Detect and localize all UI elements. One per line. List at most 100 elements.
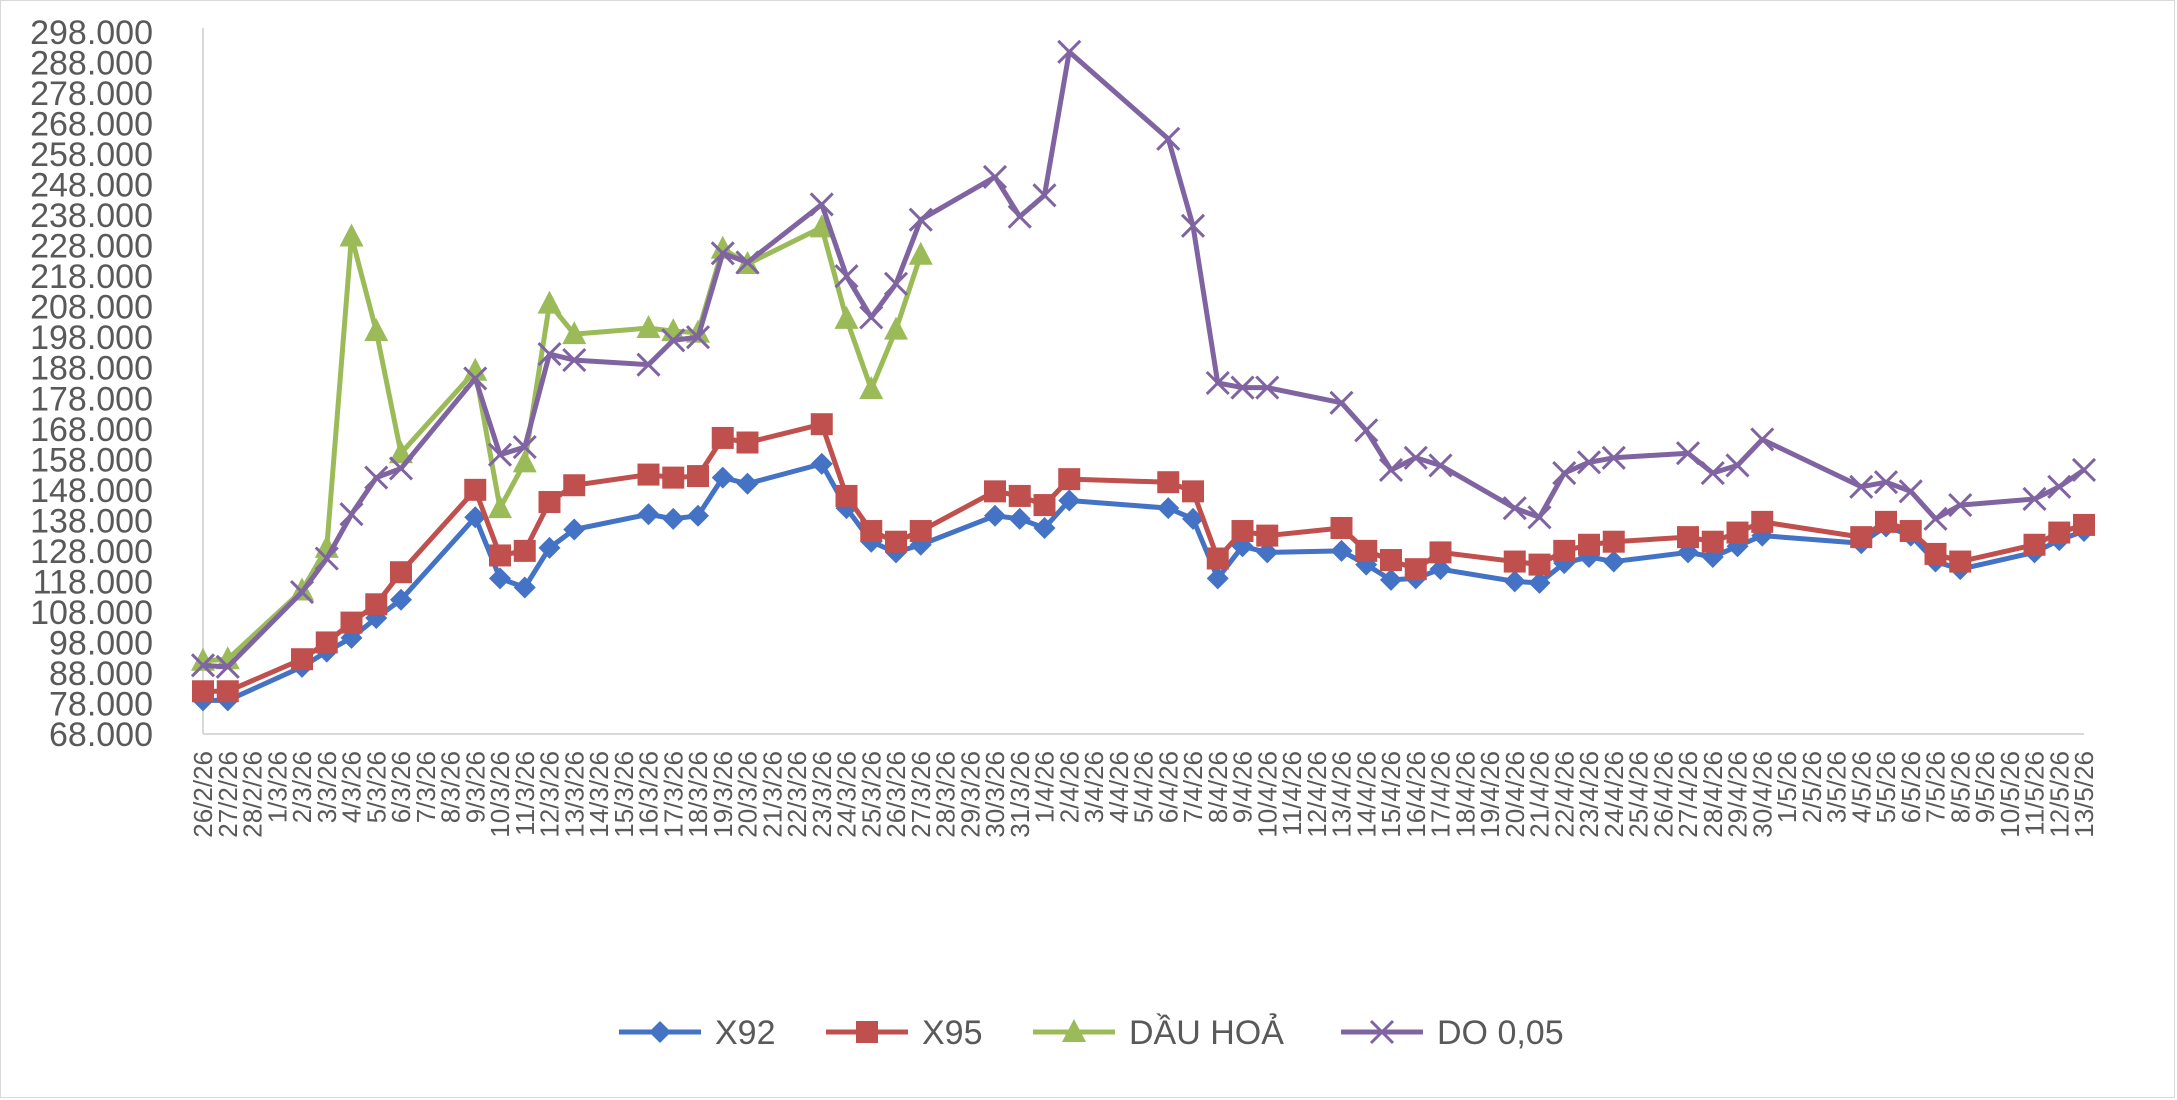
data-point — [1008, 507, 1031, 530]
y-tick-label: 248.000 — [30, 167, 153, 205]
legend-item: X95 — [826, 1014, 983, 1052]
data-point — [1378, 457, 1404, 483]
x-tick-label: 13/3/26 — [559, 751, 589, 838]
data-point — [982, 164, 1008, 190]
x-tick-label: 31/3/26 — [1005, 751, 1035, 838]
x-tick-label: 28/4/26 — [1698, 751, 1728, 838]
legend-label: X95 — [922, 1014, 983, 1052]
x-tick-label: 28/3/26 — [931, 751, 961, 838]
data-point — [1502, 496, 1527, 521]
data-point — [513, 539, 536, 562]
legend-label: DO 0,05 — [1437, 1014, 1564, 1052]
data-point — [1503, 550, 1526, 573]
data-point — [1873, 470, 1899, 495]
y-tick-label: 178.000 — [30, 380, 153, 418]
data-point — [562, 321, 587, 345]
data-point — [810, 452, 833, 475]
data-point — [687, 504, 709, 527]
legend: X92 X95 DẦU HOẢ DO 0,05 — [619, 1014, 1564, 1052]
data-point — [1701, 530, 1724, 553]
data-point — [1205, 370, 1230, 396]
y-axis-tick-labels: 68.00078.00088.00098.000108.000118.00012… — [30, 14, 153, 754]
data-point — [1677, 526, 1699, 549]
data-point — [487, 442, 513, 467]
data-point — [1231, 520, 1254, 543]
series-2 — [192, 413, 2095, 703]
legend-label: X92 — [715, 1014, 776, 1052]
data-point — [463, 357, 488, 381]
data-point — [364, 318, 389, 342]
x-tick-label: 23/4/26 — [1574, 751, 1604, 838]
data-point — [2047, 474, 2072, 499]
x-tick-label: 9/4/26 — [1228, 751, 1258, 823]
data-point — [1428, 453, 1453, 478]
x-tick-label: 17/3/26 — [658, 751, 688, 838]
x-tick-label: 21/4/26 — [1525, 751, 1555, 838]
x-tick-label: 16/3/26 — [634, 751, 664, 838]
series-lines — [190, 39, 2097, 712]
data-point — [1058, 468, 1081, 491]
x-tick-label: 22/4/26 — [1549, 751, 1579, 838]
data-point — [834, 305, 859, 329]
data-point — [984, 504, 1006, 527]
x-tick-label: 4/4/26 — [1104, 751, 1134, 823]
x-tick-label: 14/3/26 — [584, 751, 614, 838]
data-point — [1726, 521, 1749, 544]
data-point — [1157, 471, 1180, 494]
x-tick-label: 15/3/26 — [609, 751, 639, 838]
data-point — [388, 456, 414, 481]
data-point — [1057, 39, 1082, 64]
data-point — [315, 631, 338, 654]
legend-item: DO 0,05 — [1341, 1014, 1564, 1052]
data-point — [1330, 516, 1353, 539]
data-point — [662, 466, 685, 489]
x-tick-label: 5/3/26 — [361, 751, 391, 823]
x-axis-tick-labels: 26/2/2627/2/2628/2/261/3/262/3/263/3/264… — [188, 751, 2099, 838]
x-tick-label: 8/5/26 — [1945, 751, 1975, 823]
y-tick-label: 228.000 — [30, 228, 153, 266]
data-point — [859, 376, 884, 400]
y-tick-label: 138.000 — [30, 502, 153, 540]
x-tick-label: 27/4/26 — [1673, 751, 1703, 838]
x-tick-label: 17/4/26 — [1426, 751, 1456, 838]
data-point — [710, 241, 735, 266]
data-point — [2023, 533, 2046, 556]
data-point — [1503, 570, 1526, 593]
x-tick-label: 26/3/26 — [881, 751, 911, 838]
data-point — [1255, 375, 1280, 400]
x-tick-label: 18/3/26 — [683, 751, 713, 838]
x-tick-label: 2/5/26 — [1797, 751, 1827, 823]
data-point — [291, 648, 313, 671]
data-point — [859, 305, 884, 330]
x-tick-label: 10/4/26 — [1252, 751, 1282, 838]
x-tick-label: 29/3/26 — [955, 751, 985, 838]
x-tick-label: 13/5/26 — [2069, 751, 2099, 838]
x-tick-label: 1/3/26 — [262, 751, 292, 823]
x-tick-label: 12/5/26 — [2044, 751, 2074, 838]
data-point — [1750, 427, 1775, 452]
x-tick-label: 24/4/26 — [1599, 751, 1629, 838]
data-point — [711, 426, 734, 449]
data-point — [489, 544, 511, 567]
data-point — [464, 506, 487, 529]
legend-marker — [649, 1021, 671, 1043]
x-tick-label: 26/2/26 — [188, 751, 218, 838]
x-tick-label: 11/5/26 — [2020, 751, 2050, 836]
data-point — [884, 316, 908, 340]
data-point — [711, 466, 734, 489]
data-point — [289, 580, 315, 605]
data-point — [1948, 493, 1973, 518]
x-tick-label: 11/3/26 — [510, 751, 540, 836]
data-point — [1404, 558, 1427, 581]
data-point — [489, 567, 511, 590]
data-point — [563, 518, 586, 541]
data-point — [537, 341, 562, 367]
data-point — [685, 325, 711, 350]
data-point — [314, 546, 339, 571]
data-point — [1602, 530, 1625, 553]
y-tick-label: 148.000 — [30, 472, 153, 510]
data-point — [1329, 390, 1354, 415]
y-tick-label: 88.000 — [49, 655, 153, 693]
